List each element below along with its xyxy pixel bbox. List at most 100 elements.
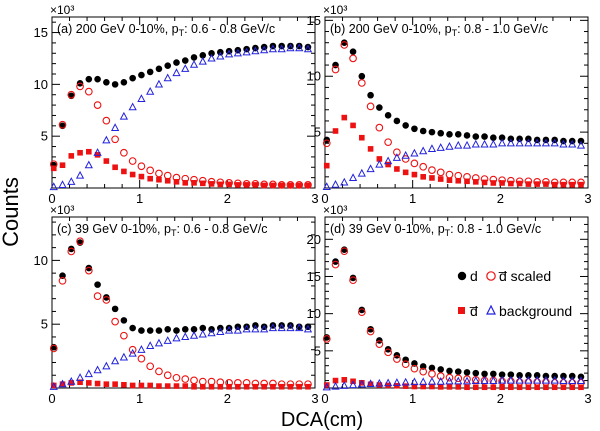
- panel-c-point-dbar: [217, 383, 224, 390]
- panel-a-point-d: [181, 57, 189, 64]
- panel-d-point-background: [541, 375, 551, 384]
- panel-b-point-dbar: [508, 180, 514, 187]
- panel-b-point-background: [410, 148, 419, 157]
- panel-c-point-d: [111, 305, 119, 313]
- panel-d-point-background: [331, 381, 340, 390]
- panel-a-point-dbar: [121, 168, 127, 175]
- panel-a-ytick-label: 15: [34, 25, 48, 40]
- panel-d-series-d: [323, 246, 585, 381]
- panel-b-point-background: [515, 138, 524, 147]
- panel-b-point-dbar: [534, 181, 540, 187]
- panel-d-point-dbar_scaled: [454, 374, 463, 383]
- panel-a-point-d: [111, 81, 119, 88]
- panel-d-point-background: [533, 375, 542, 384]
- panel-c-point-dbar: [86, 380, 92, 386]
- panel-b-point-d: [402, 122, 409, 129]
- panel-b-point-d: [349, 48, 357, 55]
- panel-a-point-dbar: [199, 180, 206, 187]
- panel-c-point-dbar: [121, 382, 127, 388]
- panel-b-series-background: [322, 138, 586, 190]
- panel-c-point-dbar: [156, 383, 162, 389]
- panel-b-point-dbar_scaled: [419, 162, 428, 171]
- panel-d-point-dbar: [437, 384, 444, 390]
- panel-d-point-dbar: [551, 384, 558, 391]
- panel-c-point-dbar: [103, 381, 110, 387]
- panel-c-point-background: [277, 323, 286, 332]
- panel-b-point-dbar: [464, 178, 470, 185]
- panel-b-point-d: [498, 134, 506, 142]
- panel-b-point-dbar_scaled: [436, 168, 445, 177]
- legend-marker-dbar-scaled: [486, 271, 496, 281]
- panel-b-point-dbar: [481, 179, 488, 186]
- panel-b-point-dbar: [516, 180, 523, 187]
- panel-b-point-d: [340, 39, 348, 47]
- panel-b-xtick-label: 3: [584, 191, 591, 206]
- panel-b-point-dbar_scaled: [410, 159, 419, 168]
- panel-a-point-dbar: [296, 182, 303, 189]
- panel-d-point-background: [392, 378, 402, 386]
- panel-c-point-background: [181, 332, 190, 341]
- panel-c-point-dbar: [147, 382, 153, 389]
- panel-d-xtick-label: 2: [497, 391, 504, 406]
- panel-c-point-d: [138, 327, 145, 334]
- panel-c-point-dbar: [77, 379, 83, 386]
- panel-d-point-d: [419, 363, 427, 370]
- panel-c-point-d: [199, 324, 207, 332]
- panel-a-point-dbar_scaled: [128, 157, 137, 165]
- panel-d-point-background: [348, 380, 358, 389]
- panel-a-point-dbar: [208, 181, 215, 187]
- panel-d-point-d: [516, 372, 523, 379]
- panel-b-point-d: [437, 129, 445, 137]
- panel-a-point-dbar: [147, 175, 153, 182]
- panel-d-point-background: [550, 375, 559, 384]
- panel-d-point-d: [525, 372, 532, 379]
- legend: d d̅ scaled d̅ background: [457, 268, 572, 319]
- panel-b-point-dbar: [455, 177, 462, 184]
- panel-d-point-background: [576, 376, 586, 385]
- panel-d-multiplier: ×10³: [323, 203, 347, 217]
- panel-a-point-background: [84, 160, 93, 169]
- panel-c-point-dbar: [296, 383, 303, 390]
- panel-d-point-dbar: [516, 384, 523, 391]
- panel-a-point-background: [67, 177, 76, 185]
- panel-d-ytick-label: 20: [307, 232, 321, 247]
- legend-marker-d: [457, 271, 467, 281]
- panel-d-point-d: [481, 370, 488, 378]
- panel-a-point-dbar: [235, 182, 241, 188]
- panel-c-point-dbar_scaled: [58, 276, 67, 285]
- panel-a-point-d: [173, 59, 180, 66]
- panel-a-point-background: [207, 53, 216, 62]
- panel-d-point-d: [349, 274, 357, 282]
- panel-b-point-background: [524, 138, 533, 147]
- panel-c-point-background: [260, 324, 269, 333]
- panel-b-point-d: [481, 133, 488, 140]
- panel-d-point-dbar_scaled: [463, 375, 471, 383]
- panel-b-point-background: [489, 139, 498, 148]
- panel-a-point-background: [224, 49, 234, 58]
- panel-d-point-d: [507, 371, 515, 378]
- panel-d-point-dbar_scaled: [428, 370, 436, 378]
- panel-a-point-background: [137, 94, 146, 102]
- panel-b-point-dbar_scaled: [331, 65, 340, 74]
- panel-a-point-dbar: [173, 178, 180, 185]
- panel-b-point-d: [454, 131, 462, 138]
- panel-a-point-d: [155, 65, 163, 73]
- panel-a-point-dbar_scaled: [84, 87, 93, 96]
- panel-b-point-dbar_scaled: [340, 41, 349, 49]
- panel-d: 0 1 2 3 5 10 15 20 ×10³ (d) 39 GeV 0-10%, pT: 0.8…: [307, 203, 592, 406]
- panel-c-point-dbar_scaled: [93, 292, 102, 300]
- panel-b-point-dbar: [323, 162, 330, 169]
- panel-c-point-dbar_scaled: [155, 367, 163, 376]
- panel-a-point-background: [58, 180, 67, 188]
- panel-d-point-dbar: [323, 382, 330, 388]
- panel-c-ytick-label: 10: [34, 253, 48, 268]
- panel-b-point-background: [559, 139, 568, 148]
- panel-b-point-d: [446, 131, 453, 138]
- panel-c-point-d: [181, 325, 189, 333]
- panel-b-point-background: [357, 168, 366, 177]
- panel-a-point-background: [102, 135, 111, 144]
- legend-marker-dbar: [458, 307, 465, 314]
- panel-b-point-d: [463, 132, 471, 139]
- panel-b-point-d: [384, 112, 392, 119]
